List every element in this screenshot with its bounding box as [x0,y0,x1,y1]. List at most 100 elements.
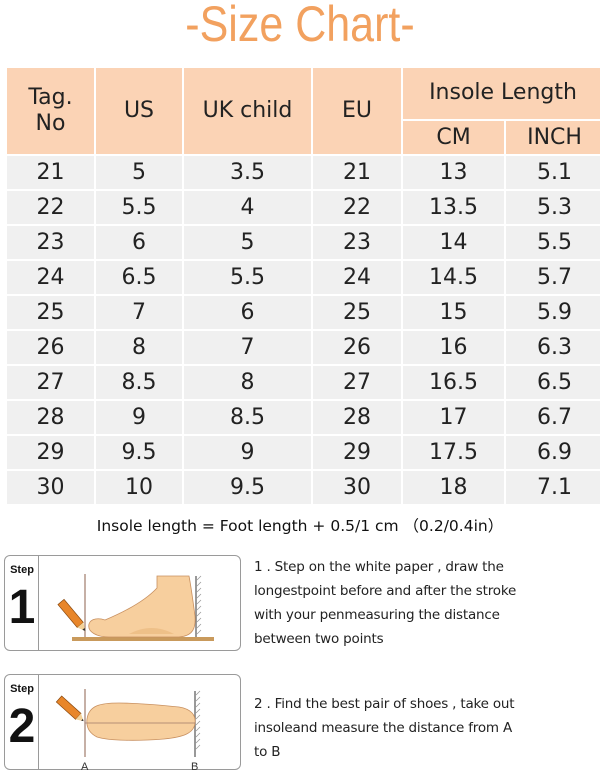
cell-us: 5 [96,156,182,189]
cell-uk: 7 [184,331,311,364]
header-eu: EU [313,68,401,154]
cell-inch: 6.3 [506,331,600,364]
cell-inch: 5.5 [506,226,600,259]
marker-a: A [81,761,89,771]
cell-us: 9 [96,401,182,434]
step-1-illustration: Step 1 [4,555,241,651]
insole-measure-top-icon: A B [55,689,201,771]
cell-tag: 29 [7,436,94,469]
step-2-line: 2 . Find the best pair of shoes , take o… [254,696,515,712]
cell-uk: 9.5 [184,471,311,504]
table-row: 28 9 8.5 28 17 6.7 [7,401,600,434]
size-chart-body: 21 5 3.5 21 13 5.1 22 5.5 4 22 13.5 5.3 23 6 5 23 14 5.… [7,156,600,504]
step-1-line: longestpoint before and after the stroke [254,583,517,599]
cell-us: 6 [96,226,182,259]
cell-us: 6.5 [96,261,182,294]
cell-tag: 22 [7,191,94,224]
step-1-instructions: 1 . Step on the white paper , draw the l… [254,555,598,651]
cell-tag: 23 [7,226,94,259]
cell-inch: 7.1 [506,471,600,504]
cell-cm: 18 [403,471,504,504]
cell-eu: 21 [313,156,401,189]
step-1-line: between two points [254,631,384,647]
cell-cm: 15 [403,296,504,329]
insole-formula: Insole length = Foot length + 0.5/1 cm （… [96,517,504,535]
table-row: 29 9.5 9 29 17.5 6.9 [7,436,600,469]
cell-cm: 14.5 [403,261,504,294]
cell-eu: 23 [313,226,401,259]
table-row: 22 5.5 4 22 13.5 5.3 [7,191,600,224]
table-row: 23 6 5 23 14 5.5 [7,226,600,259]
header-cm: CM [403,120,504,154]
cell-us: 5.5 [96,191,182,224]
header-uk-child: UK child [184,68,311,154]
cell-us: 9.5 [96,436,182,469]
cell-eu: 24 [313,261,401,294]
table-row: 27 8.5 8 27 16.5 6.5 [7,366,600,399]
cell-eu: 29 [313,436,401,469]
cell-tag: 30 [7,471,94,504]
cell-cm: 17.5 [403,436,504,469]
header-insole-length: Insole Length [403,68,600,119]
step-1-line: 1 . Step on the white paper , draw the [254,559,504,575]
cell-tag: 25 [7,296,94,329]
step-2-line: to B [254,744,281,760]
cell-tag: 28 [7,401,94,434]
table-row: 21 5 3.5 21 13 5.1 [7,156,600,189]
size-chart-table: Tag. No US UK child EU Insole Length CM … [5,66,600,506]
table-row: 25 7 6 25 15 5.9 [7,296,600,329]
cell-cm: 13 [403,156,504,189]
cell-uk: 3.5 [184,156,311,189]
cell-tag: 24 [7,261,94,294]
cell-tag: 26 [7,331,94,364]
step-2-illustration: Step 2 A B [4,674,241,771]
cell-tag: 21 [7,156,94,189]
table-row: 26 8 7 26 16 6.3 [7,331,600,364]
step-2-instructions: 2 . Find the best pair of shoes , take o… [254,692,598,764]
cell-uk: 5 [184,226,311,259]
foot-measure-side-icon [57,574,214,641]
cell-eu: 25 [313,296,401,329]
step-1-number: 1 [8,581,36,634]
cell-cm: 17 [403,401,504,434]
header-tag-no: Tag. No [7,68,94,154]
step-2-line: insoleand measure the distance from A [254,720,512,736]
cell-cm: 13.5 [403,191,504,224]
cell-eu: 30 [313,471,401,504]
page-title: -Size Chart- [185,0,415,52]
cell-inch: 6.5 [506,366,600,399]
step-2-number: 2 [8,700,36,753]
cell-eu: 27 [313,366,401,399]
cell-eu: 22 [313,191,401,224]
step-1-line: with your penmeasuring the distance [254,607,500,623]
table-row: 24 6.5 5.5 24 14.5 5.7 [7,261,600,294]
cell-eu: 26 [313,331,401,364]
cell-inch: 5.9 [506,296,600,329]
cell-eu: 28 [313,401,401,434]
cell-us: 7 [96,296,182,329]
cell-inch: 5.3 [506,191,600,224]
cell-uk: 5.5 [184,261,311,294]
marker-b: B [191,761,198,771]
cell-cm: 16 [403,331,504,364]
cell-us: 8.5 [96,366,182,399]
step-1-label: Step [10,564,34,576]
header-inch: INCH [506,120,600,154]
cell-uk: 8.5 [184,401,311,434]
cell-uk: 8 [184,366,311,399]
cell-inch: 5.1 [506,156,600,189]
cell-inch: 6.9 [506,436,600,469]
step-divider [38,556,39,650]
cell-uk: 4 [184,191,311,224]
cell-cm: 14 [403,226,504,259]
header-us: US [96,68,182,154]
cell-tag: 27 [7,366,94,399]
cell-us: 10 [96,471,182,504]
table-row: 30 10 9.5 30 18 7.1 [7,471,600,504]
step-divider [38,675,39,769]
header-tag-line1: Tag. [28,85,73,110]
cell-uk: 6 [184,296,311,329]
cell-inch: 5.7 [506,261,600,294]
cell-inch: 6.7 [506,401,600,434]
cell-uk: 9 [184,436,311,469]
